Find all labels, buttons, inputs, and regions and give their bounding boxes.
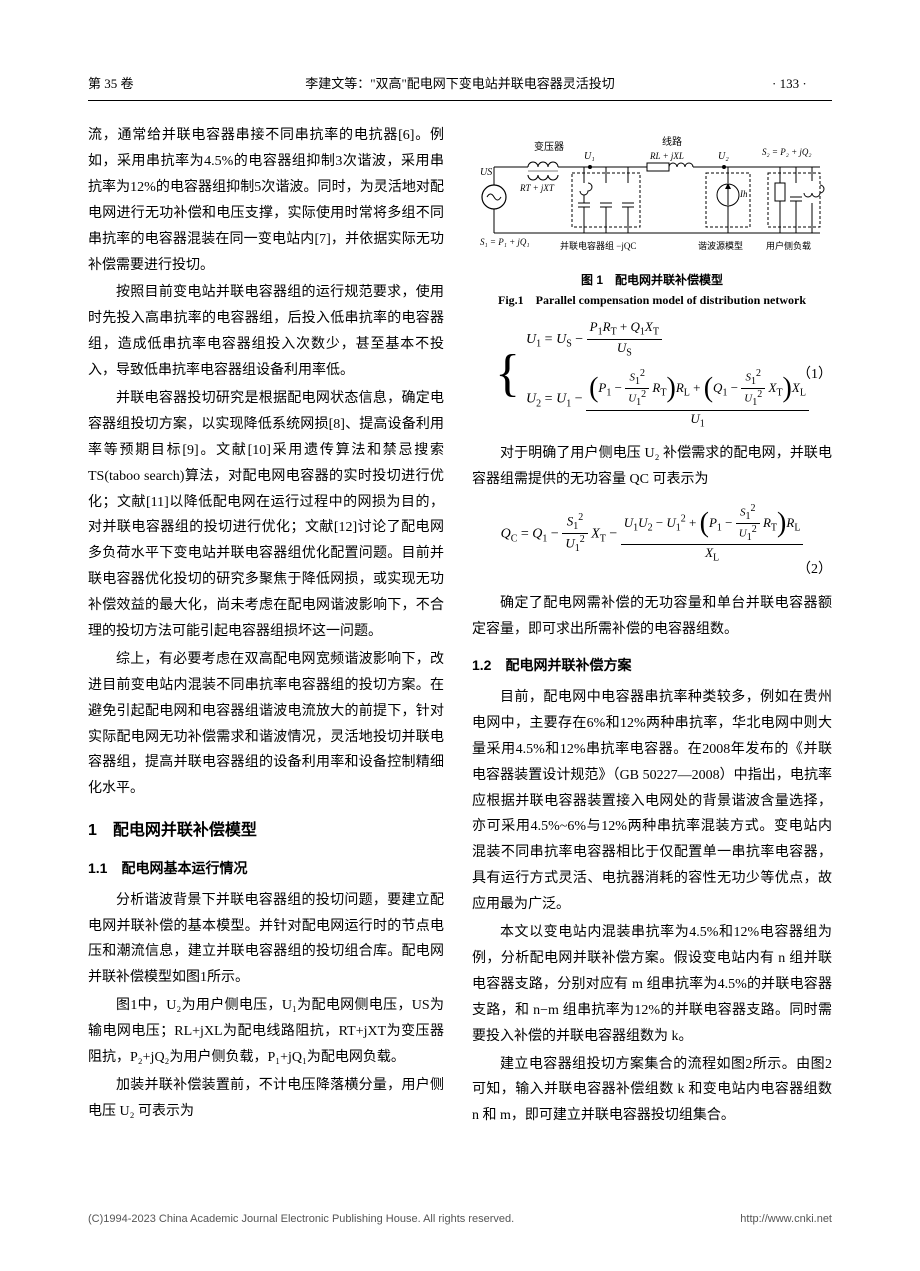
header-volume: 第 35 卷 xyxy=(88,72,148,96)
header-page-number: · 133 · xyxy=(772,72,832,96)
label-harmonic: 谐波源模型 xyxy=(698,240,743,251)
label-transformer: 变压器 xyxy=(534,140,564,153)
page-footer: (C)1994-2023 China Academic Journal Elec… xyxy=(0,1181,920,1229)
equation-1: { U1 = US − P1RT + Q1XT US U2 = U1 − xyxy=(472,319,832,431)
section-1-title: 1 配电网并联补偿模型 xyxy=(88,816,444,846)
label-ih: Ih xyxy=(739,189,748,199)
right-column: US 变压器 RT + jXT U₁ xyxy=(472,123,832,1131)
label-u2: U₂ xyxy=(718,151,729,162)
label-u1: U₁ xyxy=(584,151,595,162)
subsection-1-2-title: 1.2 配电网并联补偿方案 xyxy=(472,653,832,679)
paragraph: 图1中，U₂为用户侧电压，U₁为配电网侧电压，US为输电网电压；RL+jXL为配… xyxy=(88,993,444,1071)
figure-1-caption-en: Fig.1 Parallel compensation model of dis… xyxy=(472,293,832,309)
paragraph: 分析谐波背景下并联电容器组的投切问题，要建立配电网并联补偿的基本模型。并针对配电… xyxy=(88,888,444,992)
paragraph: 并联电容器投切研究是根据配电网状态信息，确定电容器组投切方案，以实现降低系统网损… xyxy=(88,386,444,645)
paragraph: 按照目前变电站并联电容器组的运行规范要求，使用时先投入高串抗率的电容器组，后投入… xyxy=(88,280,444,384)
paragraph: 建立电容器组投切方案集合的流程如图2所示。由图2可知，输入并联电容器补偿组数 k… xyxy=(472,1052,832,1130)
paragraph: 加装并联补偿装置前，不计电压降落横分量，用户侧电压 U₂ 可表示为 xyxy=(88,1073,444,1125)
paragraph: 确定了配电网需补偿的无功容量和单台并联电容器额定容量，即可求出所需补偿的电容器组… xyxy=(472,591,832,643)
left-column: 流，通常给并联电容器串接不同串抗率的电抗器[6]。例如，采用串抗率为4.5%的电… xyxy=(88,123,444,1131)
label-rt-xt: RT + jXT xyxy=(519,183,555,193)
paragraph: 流，通常给并联电容器串接不同串抗率的电抗器[6]。例如，采用串抗率为4.5%的电… xyxy=(88,123,444,278)
figure-1-diagram: US 变压器 RT + jXT U₁ xyxy=(472,125,832,265)
header-title: 李建文等："双高"配电网下变电站并联电容器灵活投切 xyxy=(148,72,772,96)
subsection-1-1-title: 1.1 配电网基本运行情况 xyxy=(88,856,444,882)
footer-copyright: (C)1994-2023 China Academic Journal Elec… xyxy=(88,1209,514,1229)
figure-1: US 变压器 RT + jXT U₁ xyxy=(472,125,832,309)
equation-2: QC = Q1 − S12 U12 XT − U1U2 − U12 + (P1 … xyxy=(472,503,832,566)
label-user-load: 用户侧负载 xyxy=(766,240,811,251)
label-us: US xyxy=(480,167,492,178)
figure-1-caption-cn: 图 1 配电网并联补偿模型 xyxy=(472,269,832,291)
paragraph: 对于明确了用户侧电压 U₂ 补偿需求的配电网，并联电容器组需提供的无功容量 QC… xyxy=(472,441,832,493)
equation-1-number: （1） xyxy=(797,362,832,388)
label-cap-group: 并联电容器组 −jQC xyxy=(560,240,636,251)
paragraph: 本文以变电站内混装串抗率为4.5%和12%电容器组为例，分析配电网并联补偿方案。… xyxy=(472,920,832,1049)
footer-url: http://www.cnki.net xyxy=(740,1209,832,1229)
paragraph: 目前，配电网中电容器串抗率种类较多，例如在贵州电网中，主要存在6%和12%两种串… xyxy=(472,685,832,918)
equation-2-number: （2） xyxy=(797,557,832,583)
page-header: 第 35 卷 李建文等："双高"配电网下变电站并联电容器灵活投切 · 133 · xyxy=(88,72,832,101)
label-s2: S₂ = P₂ + jQ₂ xyxy=(762,147,812,157)
paragraph: 综上，有必要考虑在双高配电网宽频谐波影响下，改进目前变电站内混装不同串抗率电容器… xyxy=(88,647,444,802)
page: 第 35 卷 李建文等："双高"配电网下变电站并联电容器灵活投切 · 133 ·… xyxy=(0,0,920,1181)
label-s1: S₁ = P₁ + jQ₁ xyxy=(480,237,530,247)
two-column-layout: 流，通常给并联电容器串接不同串抗率的电抗器[6]。例如，采用串抗率为4.5%的电… xyxy=(88,123,832,1131)
label-line: 线路 xyxy=(662,135,682,148)
label-rl-xl: RL + jXL xyxy=(649,151,684,161)
